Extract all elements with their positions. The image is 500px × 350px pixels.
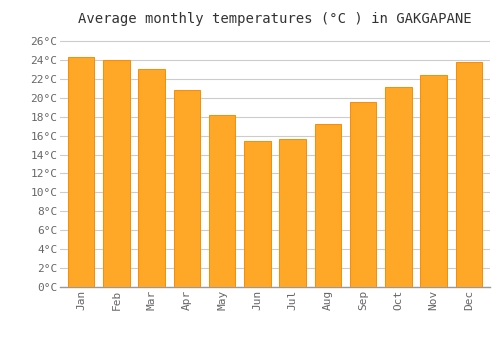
Bar: [280, 139, 306, 287]
Title: Average monthly temperatures (°C ) in GAKGAPANE: Average monthly temperatures (°C ) in GA…: [78, 12, 472, 26]
Bar: [314, 124, 341, 287]
Bar: [68, 57, 94, 287]
Bar: [209, 115, 236, 287]
Bar: [174, 90, 200, 287]
Bar: [420, 75, 447, 287]
Bar: [244, 141, 270, 287]
Bar: [103, 60, 130, 287]
Bar: [385, 88, 411, 287]
Bar: [456, 62, 482, 287]
Bar: [138, 69, 165, 287]
Bar: [350, 103, 376, 287]
